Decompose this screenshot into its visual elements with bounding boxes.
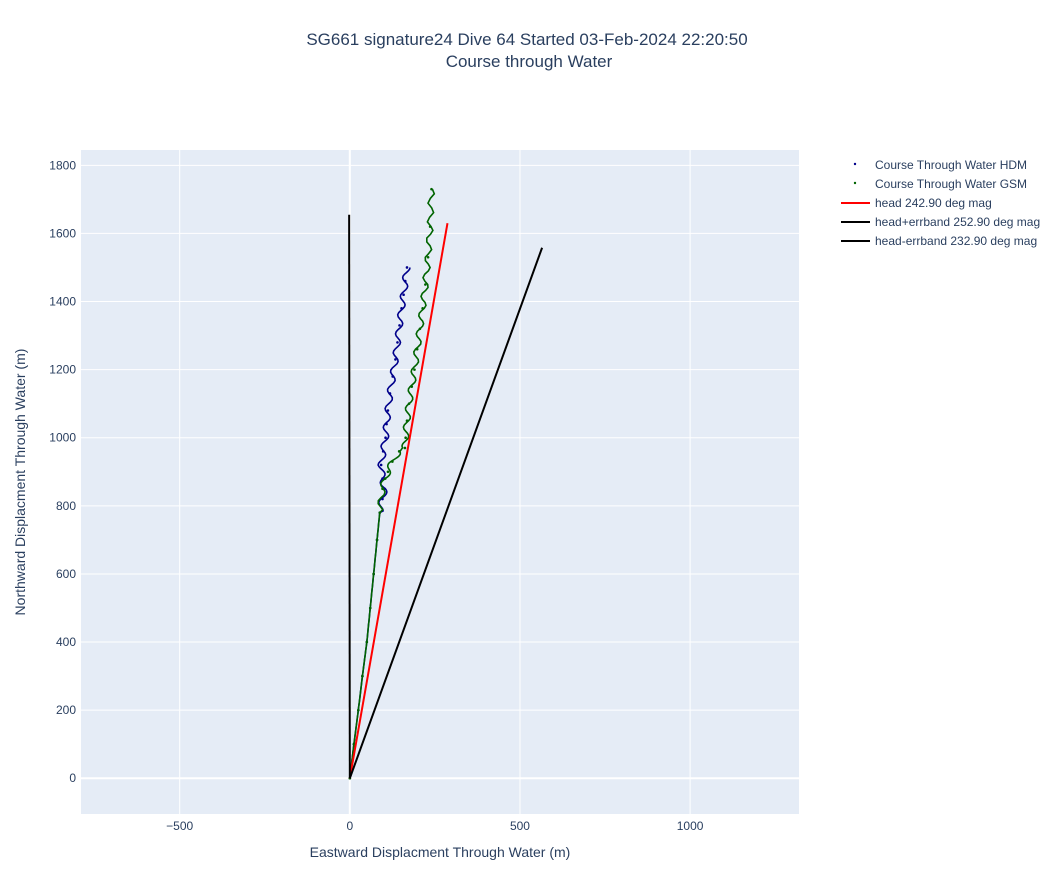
series-point-1: [430, 187, 433, 191]
legend-label: Course Through Water HDM: [875, 158, 1027, 172]
series-point-1: [405, 419, 409, 423]
series-point-1: [415, 347, 419, 351]
series-point-1: [391, 460, 394, 463]
series-point-1: [375, 538, 379, 542]
x-axis-title: Eastward Displacment Through Water (m): [310, 844, 571, 860]
series-point-1: [368, 606, 372, 610]
legend-label: head-errband 232.90 deg mag: [875, 234, 1037, 248]
series-point-0: [405, 266, 409, 269]
legend-label: head 242.90 deg mag: [875, 196, 992, 210]
x-tick-label: −500: [166, 819, 193, 833]
legend-marker-swatch: [853, 162, 857, 166]
y-tick-label: 1600: [49, 226, 76, 240]
x-tick-label: 0: [346, 819, 353, 833]
legend-item[interactable]: head+errband 252.90 deg mag: [841, 215, 1040, 229]
legend[interactable]: Course Through Water HDM Course Through W…: [841, 158, 1040, 248]
legend-item[interactable]: Course Through Water HDM: [853, 158, 1027, 172]
series-point-0: [384, 436, 387, 440]
series-point-1: [361, 674, 364, 678]
legend-item[interactable]: Course Through Water GSM: [853, 177, 1027, 191]
series-point-1: [428, 225, 432, 228]
series-point-0: [388, 392, 392, 395]
y-tick-label: 200: [56, 703, 76, 717]
series-point-1: [424, 283, 427, 286]
x-tick-label: 500: [510, 819, 530, 833]
y-tick-label: 800: [56, 499, 76, 513]
series-point-0: [391, 375, 395, 378]
chart-subtitle: Course through Water: [446, 52, 613, 71]
series-point-0: [403, 279, 407, 283]
legend-label: head+errband 252.90 deg mag: [875, 215, 1040, 229]
series-point-0: [381, 450, 385, 453]
series-point-1: [418, 327, 422, 331]
tick-labels: −500 0 500 1000 0 200 400 600 800 1000 1200 1400 160…: [49, 158, 703, 833]
chart-title: SG661 signature24 Dive 64 Started 03-Feb…: [306, 30, 747, 49]
plot-area: [81, 150, 799, 814]
series-point-0: [381, 497, 384, 501]
series-layer: [348, 187, 544, 780]
y-tick-label: 1000: [49, 431, 76, 445]
legend-label: Course Through Water GSM: [875, 177, 1027, 191]
series-point-0: [394, 358, 397, 361]
y-tick-label: 600: [56, 567, 76, 581]
series-point-0: [385, 422, 388, 426]
series-line-2: [348, 223, 449, 779]
y-tick-label: 1800: [49, 158, 76, 172]
series-point-1: [378, 511, 382, 514]
series-point-0: [379, 463, 383, 467]
series-line-3: [348, 214, 351, 779]
y-tick-label: 400: [56, 635, 76, 649]
series-point-1: [381, 487, 384, 491]
series-point-1: [357, 708, 360, 712]
series-point-0: [386, 409, 390, 412]
grid: [81, 150, 799, 814]
series-point-0: [398, 324, 401, 327]
series-point-1: [413, 368, 416, 371]
x-tick-label: 1000: [677, 819, 704, 833]
series-point-1: [352, 742, 356, 746]
series-point-1: [383, 477, 387, 480]
y-tick-label: 0: [69, 771, 76, 785]
series-point-1: [426, 255, 430, 259]
legend-item[interactable]: head 242.90 deg mag: [841, 196, 992, 210]
y-tick-label: 1200: [49, 363, 76, 377]
series-point-1: [365, 640, 369, 644]
series-point-1: [403, 446, 407, 450]
y-tick-label: 1400: [49, 295, 76, 309]
series-point-1: [410, 385, 414, 388]
series-point-1: [421, 307, 424, 310]
legend-item[interactable]: head-errband 232.90 deg mag: [841, 234, 1037, 248]
series-point-0: [400, 307, 403, 310]
series-point-1: [386, 470, 390, 474]
series-point-1: [397, 450, 401, 453]
series-point-0: [402, 293, 405, 297]
series-point-1: [404, 436, 407, 440]
series-line-4: [348, 247, 544, 779]
y-axis-title: Northward Displacment Through Water (m): [12, 349, 28, 616]
series-point-1: [407, 402, 411, 405]
series-point-1: [372, 572, 375, 576]
series-point-0: [396, 341, 399, 344]
legend-marker-swatch: [853, 181, 857, 185]
